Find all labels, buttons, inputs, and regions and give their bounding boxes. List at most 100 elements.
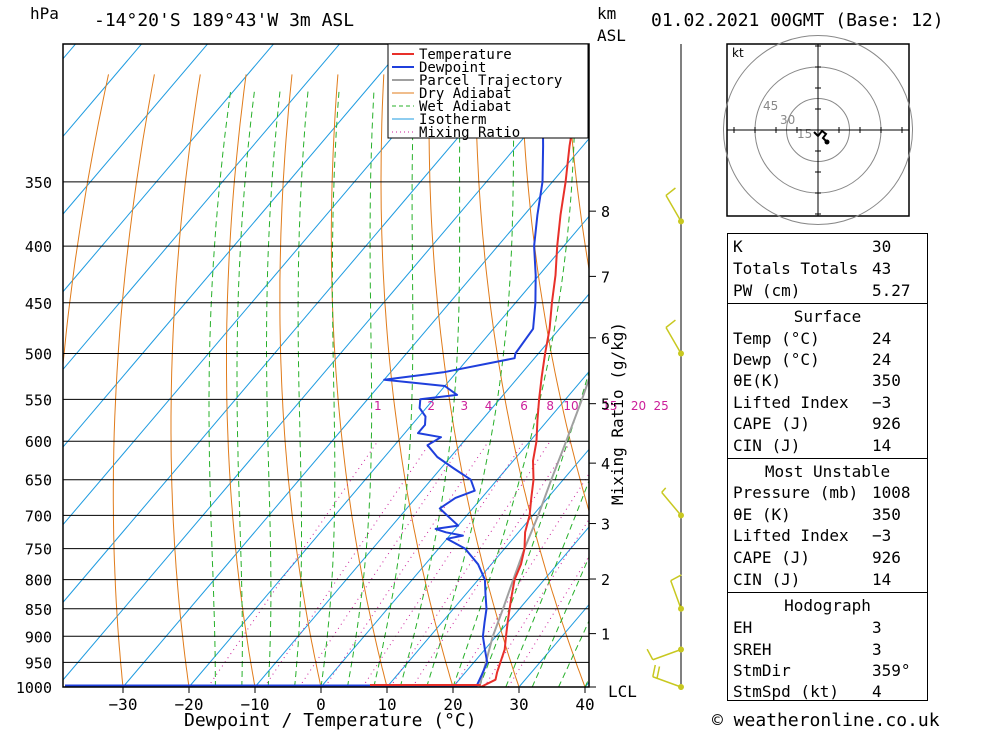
- hodograph-ring-label: 15: [797, 127, 812, 141]
- x-tick-label: 40: [575, 695, 594, 714]
- km-tick-label: 3: [601, 516, 610, 534]
- wet-adiabat-line: [399, 91, 461, 687]
- index-row-totals: Totals Totals 43: [733, 259, 892, 278]
- surface-row: θE(K) 350: [733, 371, 901, 390]
- pressure-tick-label: 750: [25, 541, 52, 559]
- hodograph-row: StmSpd (kt) 4: [733, 682, 882, 701]
- wind-barb-shaft: [652, 676, 682, 688]
- pressure-tick-label: 850: [25, 601, 52, 619]
- location-title: -14°20'S 189°43'W 3m ASL: [94, 10, 355, 31]
- parcel-trajectory-line: [478, 376, 589, 687]
- km-tick-label: 1: [601, 626, 610, 644]
- km-tick-label: 5: [601, 396, 610, 414]
- wet-adiabat-line: [320, 91, 340, 687]
- storm-motion-marker: [824, 139, 830, 145]
- x-tick-label: 10: [377, 695, 396, 714]
- isotherm-line: [386, 448, 589, 687]
- dry-adiabat-line: [330, 74, 388, 687]
- most-unstable-row: CIN (J) 14: [733, 570, 892, 589]
- wet-adiabat-line: [426, 91, 515, 687]
- hpa-axis-label: hPa: [30, 4, 59, 23]
- legend-entry: Mixing Ratio: [419, 125, 520, 141]
- dry-adiabat-line: [475, 74, 586, 687]
- wind-profile: [646, 44, 684, 690]
- pressure-tick-label: 900: [25, 628, 52, 646]
- wet-adiabat-line: [452, 91, 576, 687]
- wet-adiabat-line: [266, 91, 281, 687]
- surface-row: Temp (°C) 24: [733, 329, 892, 348]
- km-tick-label: 8: [601, 203, 610, 221]
- wind-barb-flag: [646, 648, 654, 661]
- wet-adiabat-line: [505, 479, 589, 687]
- wind-barb-shaft: [665, 195, 682, 222]
- pressure-tick-label: 700: [25, 507, 52, 525]
- isotherm-line: [63, 44, 143, 138]
- x-tick-label: −10: [241, 695, 270, 714]
- km-tick-label: 6: [601, 330, 610, 348]
- mixing-ratio-label: 6: [520, 399, 528, 413]
- pressure-tick-label: 800: [25, 572, 52, 590]
- pressure-tick-label: 550: [25, 391, 52, 409]
- mixing-ratio-label: 2: [427, 399, 435, 413]
- mixing-ratio-line: [362, 440, 525, 687]
- legend-box: [387, 43, 589, 139]
- index-row-k: K 30: [733, 237, 892, 256]
- lcl-label: LCL: [608, 682, 637, 701]
- wind-barb-shaft: [670, 580, 682, 610]
- pressure-tick-label: 350: [25, 174, 52, 192]
- most-unstable-row: Pressure (mb) 1008: [733, 483, 911, 502]
- wind-barb-flag: [665, 319, 676, 329]
- wind-barb-flag: [652, 664, 657, 677]
- km-tick-label: 2: [601, 571, 610, 589]
- most-unstable-row: CAPE (J) 926: [733, 548, 901, 567]
- wind-barb-shaft: [661, 491, 682, 516]
- mixing-ratio-line: [324, 440, 490, 687]
- mixing-ratio-label: 8: [546, 399, 554, 413]
- surface-row: Dewp (°C) 24: [733, 350, 892, 369]
- hodograph-ring-label: 45: [763, 99, 778, 113]
- x-tick-label: 30: [509, 695, 528, 714]
- pressure-tick-label: 650: [25, 472, 52, 490]
- hodograph-row: EH 3: [733, 618, 882, 637]
- wind-barb-flag: [656, 666, 661, 679]
- dry-adiabat-line: [428, 74, 520, 687]
- pressure-tick-label: 1000: [16, 679, 52, 697]
- pressure-tick-label: 400: [25, 238, 52, 256]
- isotherm-line: [63, 44, 275, 293]
- mixing-ratio-label: 1: [374, 399, 382, 413]
- pressure-tick-label: 950: [25, 654, 52, 672]
- hodograph-title: Hodograph: [784, 596, 871, 615]
- isotherm-line: [63, 44, 209, 215]
- separator: [728, 592, 927, 593]
- legend-entry: Parcel Trajectory: [419, 73, 562, 89]
- surface-row: CAPE (J) 926: [733, 414, 901, 433]
- legend-entry: Wet Adiabat: [419, 99, 512, 115]
- indices-panel: K 30 Totals Totals 43 PW (cm) 5.27 Surface …: [727, 233, 928, 701]
- index-row-pw: PW (cm) 5.27: [733, 281, 911, 300]
- hodograph-unit-label: kt: [732, 46, 744, 60]
- mixing-ratio-line: [298, 440, 465, 687]
- legend-entry: Dry Adiabat: [419, 86, 512, 102]
- km-tick-label: 7: [601, 268, 610, 286]
- profile-series: [65, 107, 589, 687]
- wind-barb-flag: [670, 574, 682, 582]
- x-tick-label: 0: [316, 695, 326, 714]
- hodograph-ring: [723, 35, 913, 225]
- most-unstable-row: Lifted Index −3: [733, 526, 892, 545]
- isotherm-line: [320, 370, 589, 687]
- hodograph-ring-label: 30: [780, 113, 795, 127]
- separator: [728, 303, 927, 304]
- x-axis-label: Dewpoint / Temperature (°C): [184, 710, 477, 731]
- surface-title: Surface: [793, 307, 862, 326]
- km-tick-label: 4: [601, 455, 610, 473]
- wet-adiabat-line: [236, 91, 255, 687]
- x-tick-label: −30: [109, 695, 138, 714]
- mixing-ratio-labels: 1 2 3 4 6 8 10 15 20 25: [374, 399, 669, 413]
- hodograph-row: StmDir 359°: [733, 661, 911, 680]
- mixing-ratio-line: [453, 472, 589, 687]
- surface-row: Lifted Index −3: [733, 393, 892, 412]
- mixing-ratio-label: 15: [602, 399, 617, 413]
